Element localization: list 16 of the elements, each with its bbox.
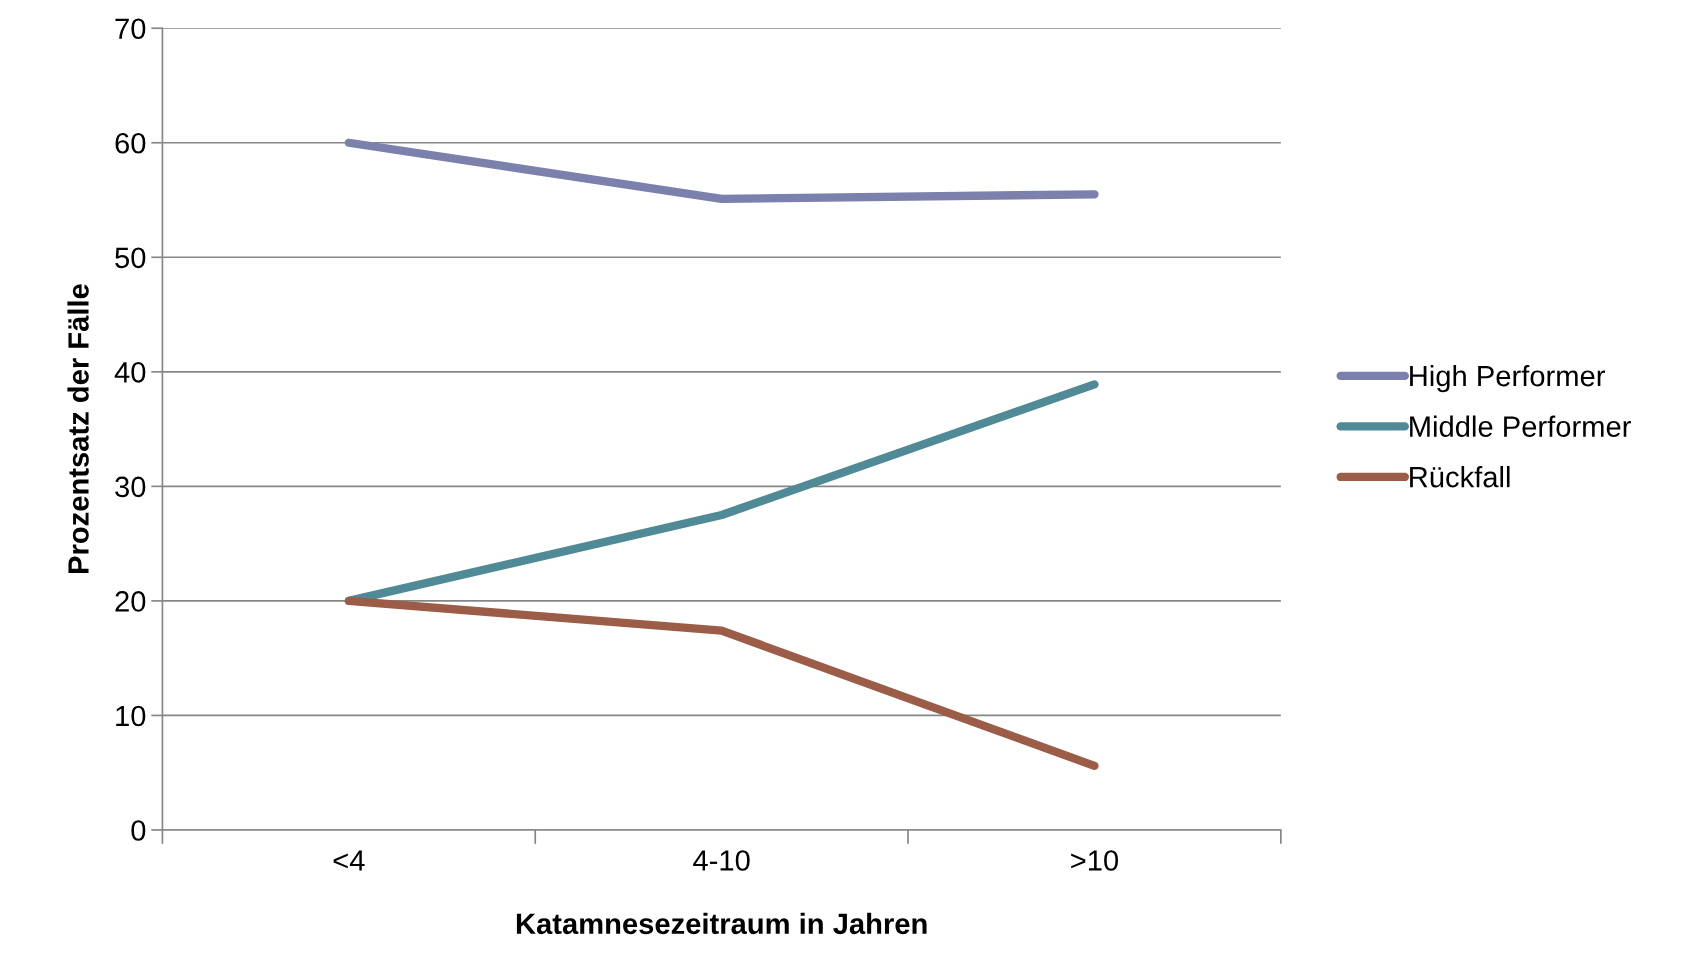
y-tick-label: 0 [131, 820, 146, 841]
y-tick-label: 60 [115, 132, 146, 154]
y-tick-label: 70 [115, 18, 146, 40]
y-tick-label: 20 [115, 591, 146, 612]
y-tick-label: 40 [114, 362, 146, 383]
y-tick-label: 50 [115, 247, 146, 269]
x-tick-label: <4 [333, 850, 365, 871]
x-tick-label: 4-10 [693, 850, 750, 871]
y-axis-title: Prozentsatz der Fälle [67, 284, 89, 574]
legend-label: Rückfall [1410, 466, 1510, 488]
x-tick-label: >10 [1071, 850, 1119, 871]
y-tick-label: 30 [115, 476, 146, 498]
legend-label: High Performer [1410, 364, 1605, 393]
x-axis-title: Katamnesezeitraum in Jahren [516, 912, 927, 935]
legend-label: Middle Performer [1410, 415, 1631, 437]
y-tick-label: 10 [116, 705, 146, 727]
